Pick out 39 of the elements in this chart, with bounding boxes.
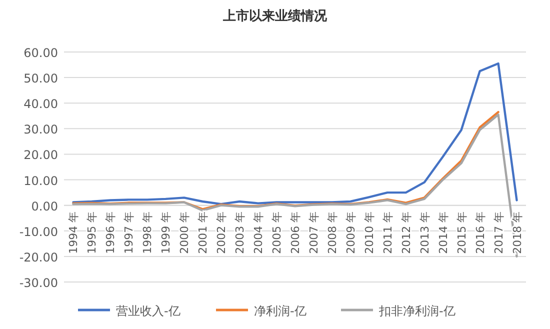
x-tick-label: 1999 年	[160, 211, 173, 254]
x-tick-label: 2018 年	[510, 211, 524, 254]
x-tick-label: 2012 年	[400, 211, 413, 254]
x-tick-label: 2014 年	[436, 211, 450, 254]
y-tick-label: 0.00	[31, 199, 58, 214]
y-tick-label: 50.00	[24, 72, 58, 86]
y-tick-label: 10.00	[24, 174, 58, 188]
x-tick-label: 1996 年	[104, 211, 118, 254]
legend-label: 营业收入-亿	[116, 304, 180, 318]
legend-label: 净利润-亿	[254, 304, 306, 318]
x-tick-label: 2003 年	[234, 211, 247, 254]
x-tick-label: 2010 年	[362, 211, 376, 254]
chart-title: 上市以来业绩情况	[222, 8, 328, 24]
x-tick-label: 2011 年	[381, 211, 394, 254]
x-tick-label: 1997 年	[122, 211, 136, 254]
x-tick-label: 2000 年	[178, 211, 192, 254]
x-tick-label: 1994 年	[67, 211, 80, 254]
x-tick-label: 2007 年	[307, 211, 320, 254]
y-tick-label: 40.00	[24, 97, 58, 112]
x-tick-label: 1998 年	[141, 211, 154, 254]
y-tick-label: 30.00	[24, 122, 58, 137]
x-tick-label: 2004 年	[252, 211, 266, 254]
x-tick-label: 2002 年	[215, 211, 228, 254]
x-tick-label: 2001 年	[196, 211, 210, 254]
x-tick-label: 2013 年	[418, 211, 432, 254]
y-tick-label: -20.00	[19, 250, 58, 264]
y-tick-label: 20.00	[24, 148, 58, 162]
x-tick-label: 1995 年	[86, 211, 99, 254]
x-tick-label: 2017 年	[492, 211, 506, 254]
x-tick-label: 2005 年	[270, 211, 284, 254]
y-tick-label: -30.00	[19, 276, 58, 290]
y-tick-label: -10.00	[19, 224, 58, 239]
x-tick-label: 2008 年	[326, 211, 339, 254]
x-tick-label: 2015 年	[455, 211, 468, 254]
y-tick-label: 60.00	[24, 46, 58, 60]
x-tick-label: 2006 年	[289, 211, 302, 254]
legend-label: 扣非净利润-亿	[378, 304, 456, 318]
x-tick-label: 2016 年	[474, 211, 487, 254]
x-tick-label: 2009 年	[344, 211, 358, 254]
